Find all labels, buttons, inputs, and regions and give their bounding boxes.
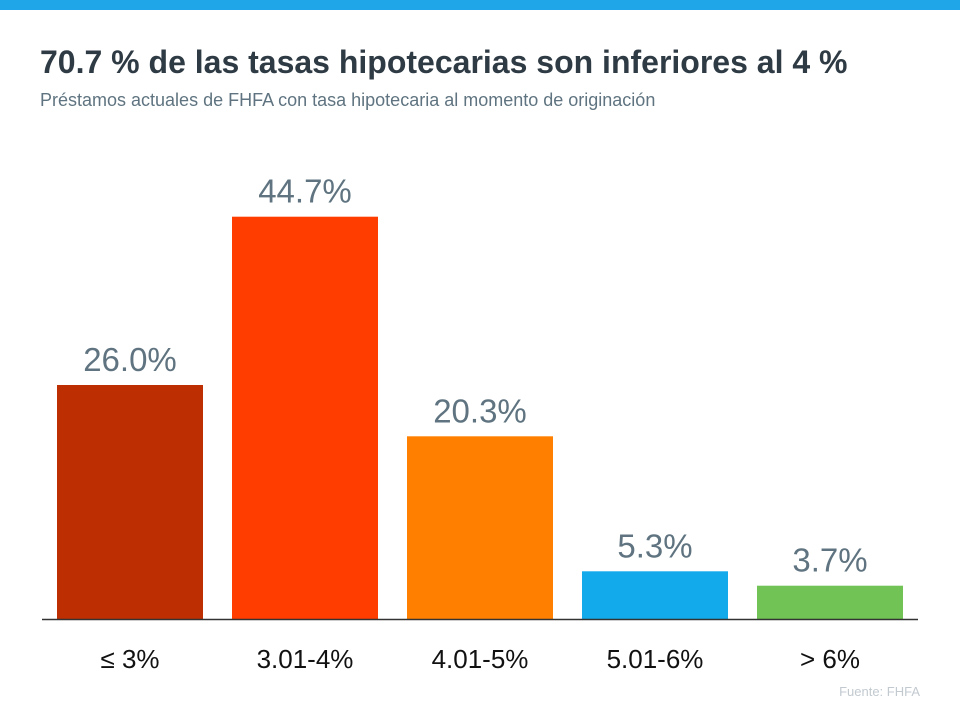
- bar-value-label-0: 26.0%: [83, 341, 177, 378]
- category-label-1: 3.01-4%: [257, 644, 354, 674]
- bar-4: [757, 585, 903, 619]
- category-label-2: 4.01-5%: [432, 644, 529, 674]
- bar-value-label-1: 44.7%: [258, 173, 352, 210]
- bar-value-label-2: 20.3%: [433, 392, 527, 429]
- chart-subtitle: Préstamos actuales de FHFA con tasa hipo…: [40, 90, 656, 110]
- source-note: Fuente: FHFA: [839, 684, 920, 699]
- category-label-3: 5.01-6%: [607, 644, 704, 674]
- bar-2: [407, 436, 553, 619]
- category-label-0: ≤ 3%: [100, 644, 159, 674]
- category-label-4: > 6%: [800, 644, 860, 674]
- chart-title: 70.7 % de las tasas hipotecarias son inf…: [40, 44, 848, 80]
- bar-value-label-3: 5.3%: [617, 527, 692, 564]
- bar-value-label-4: 3.7%: [792, 542, 867, 579]
- bar-1: [232, 216, 378, 619]
- bar-3: [582, 571, 728, 619]
- bar-0: [57, 385, 203, 619]
- top-accent-bar: [0, 0, 960, 10]
